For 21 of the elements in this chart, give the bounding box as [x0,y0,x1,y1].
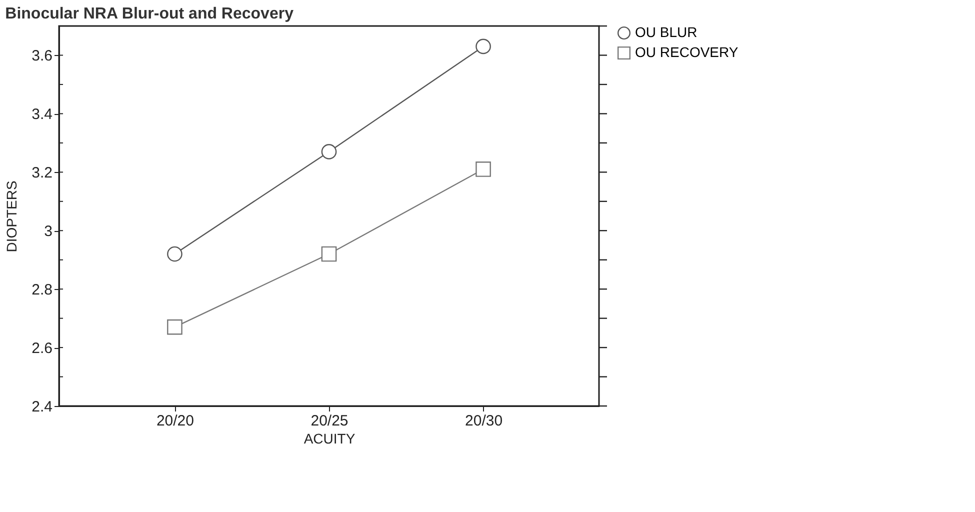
legend-label: OU BLUR [635,24,698,40]
y-tick-label: 2.8 [32,282,52,299]
y-tick-label: 2.6 [32,340,52,358]
point [167,319,182,335]
x-tick-label: 20/25 [310,412,348,430]
y-axis-title: DIOPTERS [4,180,20,252]
legend-label: OU RECOVERY [635,44,739,60]
y-tick-label: 3.2 [32,164,52,182]
point [476,162,491,177]
x-axis-title: ACUITY [304,430,356,446]
point [321,144,337,160]
chart-title: Binocular NRA Blur-out and Recovery [5,5,294,22]
point [321,246,337,262]
x-tick-label: 20/20 [156,412,194,430]
y-tick-label: 3 [44,223,52,240]
point [167,246,182,262]
x-tick-label: 20/30 [465,412,503,430]
y-tick-label: 2.4 [32,398,52,416]
point [476,38,491,54]
y-tick-label: 3.4 [32,106,52,124]
y-tick-label: 3.6 [32,48,52,65]
